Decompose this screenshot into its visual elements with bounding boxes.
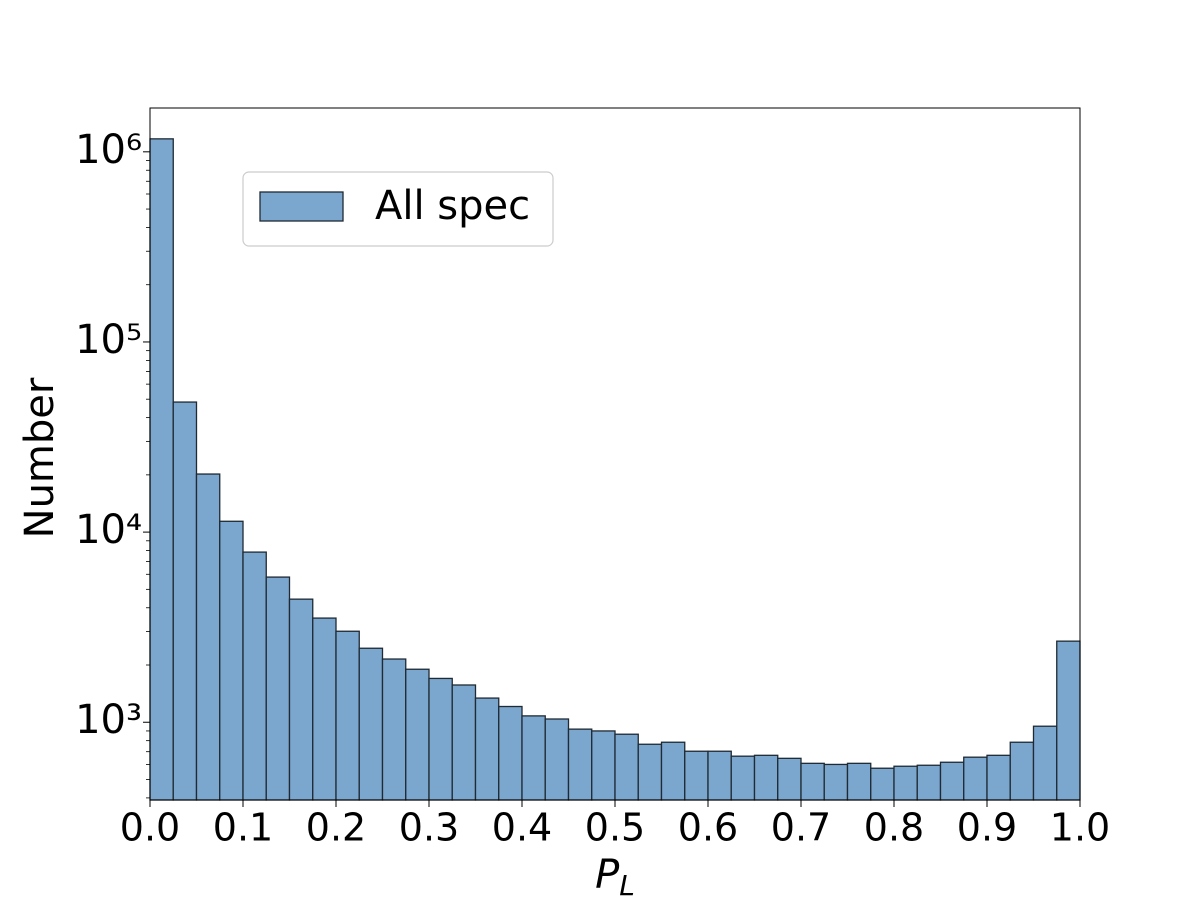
histogram-bar xyxy=(567,728,593,801)
histogram-bar xyxy=(521,715,546,801)
histogram-bar xyxy=(474,697,500,801)
histogram-bar xyxy=(358,647,384,801)
legend-swatch xyxy=(259,191,344,222)
x-tick-label: 1.0 xyxy=(1050,806,1110,850)
histogram-bar xyxy=(963,756,988,801)
histogram-bar xyxy=(428,677,453,801)
x-axis-label-sub: L xyxy=(619,869,635,900)
histogram-bar xyxy=(242,551,267,801)
histogram-bar xyxy=(753,754,779,801)
histogram-bar xyxy=(591,730,616,801)
histogram-bar xyxy=(498,705,523,801)
histogram-bar xyxy=(707,750,732,801)
histogram-bar xyxy=(614,733,639,801)
x-tick-label: 0.6 xyxy=(678,806,738,850)
histogram-bar xyxy=(288,598,314,801)
histogram-bar xyxy=(335,630,360,801)
x-axis-label: PL xyxy=(595,852,635,900)
histogram-bar xyxy=(870,767,895,801)
histogram-bar xyxy=(149,138,174,801)
histogram-bar xyxy=(637,743,663,801)
y-tick-label: 10⁵ xyxy=(75,317,142,363)
x-tick-label: 0.3 xyxy=(399,806,459,850)
y-tick-label: 10³ xyxy=(75,697,142,743)
histogram-bar xyxy=(730,755,756,801)
histogram-bar xyxy=(823,763,849,801)
histogram-bar xyxy=(1056,640,1081,801)
histogram-bar xyxy=(405,668,430,801)
histogram-bar xyxy=(451,684,477,801)
histogram-bar xyxy=(381,658,407,801)
histogram-bar xyxy=(219,520,244,801)
histogram-bar xyxy=(800,762,825,801)
x-tick-label: 0.2 xyxy=(306,806,366,850)
x-tick-label: 0.4 xyxy=(492,806,552,850)
histogram-bar xyxy=(172,401,198,801)
histogram-bar xyxy=(312,617,337,801)
histogram-bar xyxy=(986,754,1011,801)
y-axis-label: Number xyxy=(17,377,63,538)
x-tick-label: 0.1 xyxy=(213,806,273,850)
histogram-bar xyxy=(777,757,802,801)
histogram-bar xyxy=(1032,725,1058,801)
x-axis-label-main: P xyxy=(595,852,620,898)
x-tick-label: 0.8 xyxy=(864,806,924,850)
x-tick-label: 0.5 xyxy=(585,806,645,850)
y-tick-label: 10⁶ xyxy=(75,127,142,173)
histogram-bar xyxy=(1009,741,1035,801)
histogram-bar xyxy=(684,750,709,801)
histogram-bar xyxy=(939,761,965,801)
histogram-bar xyxy=(916,764,942,801)
histogram-bar xyxy=(265,576,291,801)
legend-box xyxy=(242,171,554,247)
y-tick-label: 10⁴ xyxy=(75,507,142,553)
legend-label: All spec xyxy=(375,183,530,229)
x-tick-label: 0.0 xyxy=(120,806,180,850)
histogram-bar xyxy=(893,765,918,801)
x-tick-label: 0.7 xyxy=(771,806,831,850)
histogram-bar xyxy=(846,762,872,801)
x-tick-label: 0.9 xyxy=(957,806,1017,850)
histogram-bar xyxy=(544,718,570,801)
histogram-bar xyxy=(660,741,686,801)
histogram-bar xyxy=(195,473,221,801)
